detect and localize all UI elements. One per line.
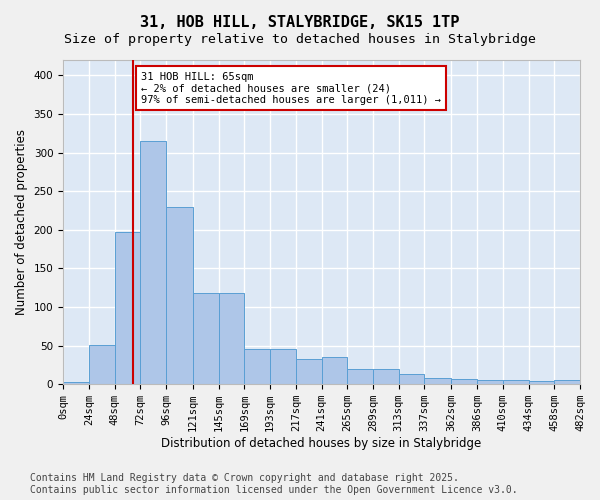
Bar xyxy=(296,358,322,384)
Bar xyxy=(322,357,347,384)
Bar xyxy=(218,293,244,384)
Bar xyxy=(115,232,140,384)
Bar xyxy=(63,382,89,384)
Bar xyxy=(270,350,296,384)
Text: Contains HM Land Registry data © Crown copyright and database right 2025.
Contai: Contains HM Land Registry data © Crown c… xyxy=(30,474,518,495)
Bar xyxy=(451,379,477,384)
Bar xyxy=(529,381,554,384)
Text: 31 HOB HILL: 65sqm
← 2% of detached houses are smaller (24)
97% of semi-detached: 31 HOB HILL: 65sqm ← 2% of detached hous… xyxy=(141,72,441,105)
Bar xyxy=(347,369,373,384)
Bar xyxy=(193,293,218,384)
Bar xyxy=(140,141,166,384)
Bar xyxy=(373,369,399,384)
Bar xyxy=(244,350,270,384)
Bar xyxy=(503,380,529,384)
Bar xyxy=(399,374,424,384)
Text: 31, HOB HILL, STALYBRIDGE, SK15 1TP: 31, HOB HILL, STALYBRIDGE, SK15 1TP xyxy=(140,15,460,30)
Text: Size of property relative to detached houses in Stalybridge: Size of property relative to detached ho… xyxy=(64,32,536,46)
Bar xyxy=(166,208,193,384)
Bar xyxy=(424,378,451,384)
X-axis label: Distribution of detached houses by size in Stalybridge: Distribution of detached houses by size … xyxy=(161,437,482,450)
Bar xyxy=(554,380,580,384)
Bar xyxy=(89,345,115,384)
Bar xyxy=(477,380,503,384)
Y-axis label: Number of detached properties: Number of detached properties xyxy=(15,129,28,315)
